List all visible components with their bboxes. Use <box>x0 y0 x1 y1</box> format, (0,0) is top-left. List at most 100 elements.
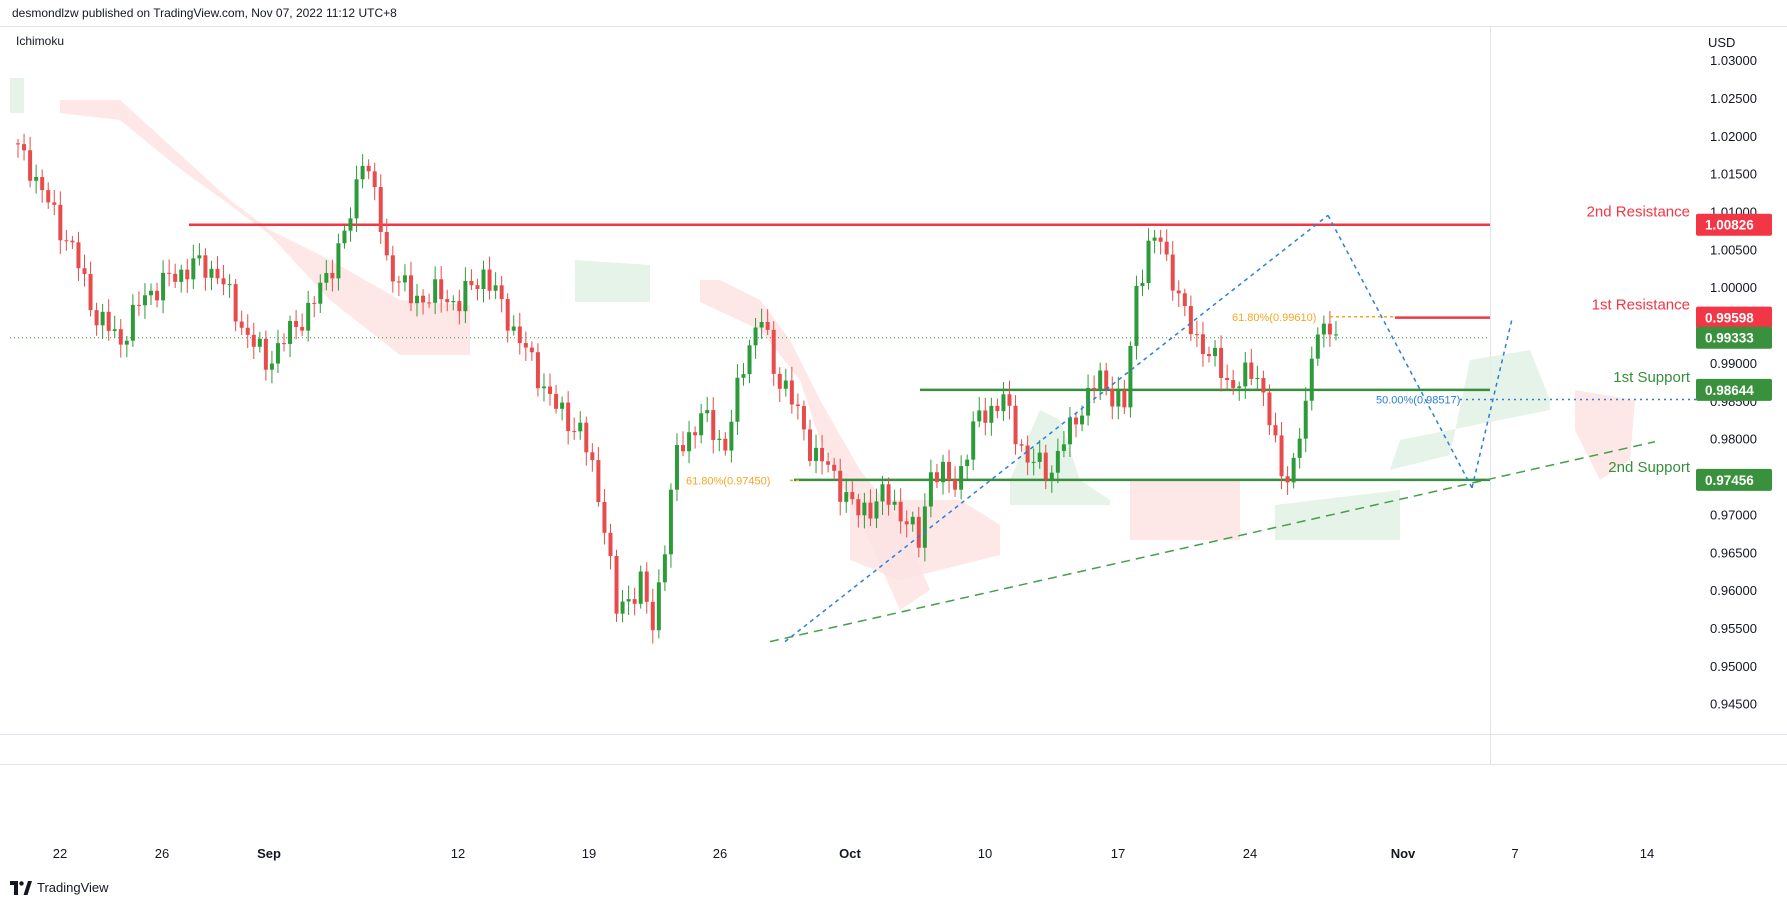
level-name-label: 1st Support <box>1613 369 1691 386</box>
candle-bear <box>118 329 123 345</box>
candle-bear <box>868 502 873 519</box>
price-tick: 0.98000 <box>1710 432 1757 447</box>
footer[interactable]: TradingView <box>10 880 109 895</box>
candle-bull <box>844 492 849 502</box>
candle-bull <box>1291 457 1296 483</box>
candle-bear <box>1327 323 1332 335</box>
candle-bull <box>656 582 661 631</box>
candle-bear <box>832 464 837 471</box>
candle-bull <box>814 447 819 461</box>
candle-bull <box>318 282 323 304</box>
candle-bear <box>263 338 268 370</box>
drawings: 61.80%(0.97450) 61.80%(0.99610) 50.00%(0.9… <box>686 204 1700 643</box>
candle-bull <box>142 295 147 306</box>
candle-bull <box>179 269 184 282</box>
candle-bear <box>1092 387 1097 390</box>
candle-bear <box>898 501 903 522</box>
candle-bull <box>481 269 486 289</box>
cloud-segment-8 <box>1390 350 1550 470</box>
candle-bear <box>947 461 952 480</box>
candle-bear <box>475 285 480 289</box>
candle-bear <box>330 272 335 279</box>
tradingview-logo-icon <box>10 880 32 895</box>
price-tick: 1.00000 <box>1710 280 1757 295</box>
candle-bull <box>1321 323 1326 335</box>
candle-bear <box>1285 476 1290 483</box>
candle-bear <box>221 278 226 285</box>
level-price-box <box>1696 378 1772 401</box>
candle-bull <box>699 413 704 436</box>
candle-bull <box>100 311 105 326</box>
level-price-label: 1.00826 <box>1705 218 1754 233</box>
candle-bear <box>88 273 93 311</box>
candle-bull <box>433 279 438 303</box>
candle-bear <box>1249 362 1254 379</box>
candle-bear <box>596 460 601 503</box>
candle-bear <box>1273 425 1278 436</box>
candle-bull <box>354 179 359 219</box>
candle-bear <box>995 405 1000 412</box>
time-axis: 22 26 Sep 12 19 26 Oct 10 17 24 Nov 7 14 <box>53 846 1654 861</box>
candle-bear <box>76 242 81 269</box>
time-tick: Sep <box>257 846 281 861</box>
candle-bear <box>693 432 698 436</box>
time-tick: 14 <box>1640 846 1654 861</box>
level-price-label: 0.98644 <box>1705 383 1754 398</box>
candle-bull <box>674 444 679 490</box>
candle-bull <box>783 380 788 389</box>
candle-bear <box>554 393 559 409</box>
current-price-label: 0.99333 <box>1705 331 1754 346</box>
candle-bear <box>445 299 450 303</box>
candle-bear <box>548 386 553 394</box>
candle-bull <box>402 275 407 283</box>
candle-bear <box>934 472 939 483</box>
fib-line <box>1327 214 1473 489</box>
candle-bear <box>1043 452 1048 480</box>
candle-bull <box>191 258 196 280</box>
time-tick: 26 <box>713 846 727 861</box>
candle-bear <box>28 150 33 181</box>
candle-bull <box>493 285 498 291</box>
candle-bear <box>765 321 770 330</box>
candle-bear <box>372 171 377 188</box>
candle-bull <box>620 601 625 614</box>
indicator-label[interactable]: Ichimoku <box>16 34 65 48</box>
candle-bear <box>1013 405 1018 445</box>
footer-brand: TradingView <box>37 880 109 895</box>
candle-bull <box>759 321 764 328</box>
fib-line <box>784 214 1329 643</box>
candle-bull <box>1001 394 1006 412</box>
candle-bear <box>64 240 69 242</box>
price-tick: 0.95000 <box>1710 659 1757 674</box>
candle-bull <box>965 459 970 467</box>
candle-bear <box>614 556 619 614</box>
candle-bear <box>239 321 244 328</box>
candle-bear <box>457 301 462 312</box>
candle-bull <box>892 501 897 505</box>
candle-bull <box>112 329 117 331</box>
ichimoku-cloud <box>10 78 1635 610</box>
candle-bull <box>638 571 643 604</box>
candle-bull <box>729 421 734 451</box>
candle-bull <box>511 326 516 331</box>
candle-bear <box>215 268 220 279</box>
candle-bull <box>741 374 746 378</box>
candle-bear <box>517 326 522 344</box>
candle-bear <box>826 461 831 465</box>
candle-bull <box>1309 358 1314 401</box>
candle-bull <box>668 489 673 555</box>
candle-bull <box>1061 444 1066 451</box>
candle-bull <box>342 230 347 244</box>
price-tick: 0.96500 <box>1710 545 1757 560</box>
cloud-segment-6 <box>1130 480 1240 540</box>
candle-bull <box>560 402 565 409</box>
candle-bull <box>1055 450 1060 473</box>
candle-bear <box>650 601 655 631</box>
candle-bull <box>662 554 667 583</box>
candle-bull <box>717 438 722 440</box>
price-tick: 0.94500 <box>1710 697 1757 712</box>
candle-bear <box>282 343 287 345</box>
fib-label: 61.80%(0.99610) <box>1232 312 1316 324</box>
candle-bull <box>360 165 365 180</box>
